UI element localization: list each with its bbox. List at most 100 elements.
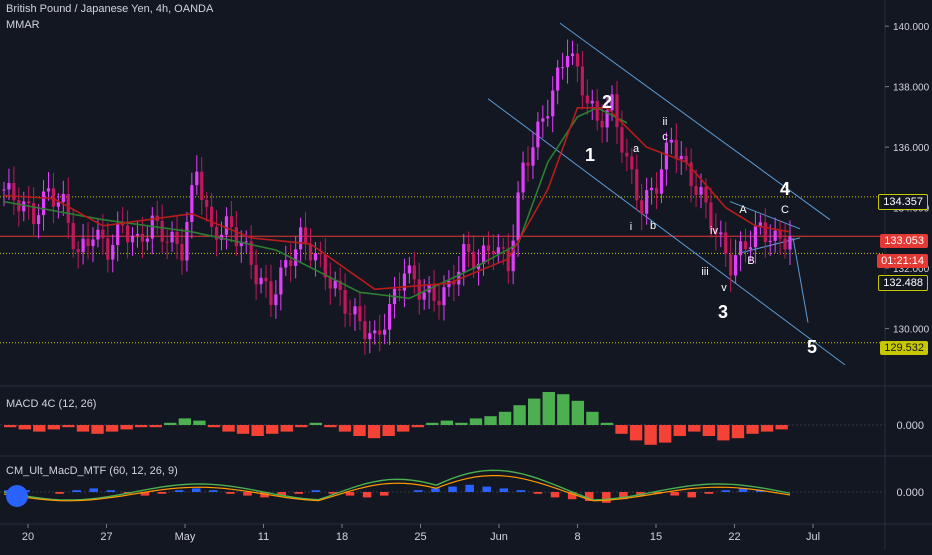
cm-histogram-bar: [379, 492, 389, 496]
macd4c-bar: [309, 422, 323, 425]
candle-body: [536, 121, 540, 148]
indicator-label: MMAR: [6, 19, 40, 31]
x-tick-label: 18: [336, 531, 348, 543]
candle-body: [368, 333, 372, 340]
candle-body: [457, 271, 461, 285]
candle-body: [595, 100, 599, 121]
candle-body: [585, 95, 589, 104]
candle-body: [210, 206, 214, 227]
candle-body: [140, 233, 145, 242]
candle-body: [724, 232, 728, 255]
candle-body: [195, 171, 199, 186]
candle-body: [556, 67, 560, 91]
candle-body: [348, 313, 352, 315]
macd4c-bar: [222, 425, 235, 432]
macd4c-bar: [353, 425, 366, 436]
candle-body: [575, 53, 580, 67]
macd4c-bar: [688, 425, 701, 432]
macd4c-bar: [557, 394, 570, 425]
candle-body: [353, 306, 357, 315]
macd4c-bar: [440, 420, 454, 425]
candle-body: [37, 215, 41, 225]
candle-body: [526, 162, 530, 166]
candle-body: [338, 280, 342, 291]
candle-body: [96, 229, 100, 240]
candle-body: [625, 152, 629, 157]
candle-body: [610, 94, 614, 111]
candle-body: [516, 192, 520, 241]
cm-histogram-bar: [157, 492, 167, 494]
price-tag-current: 133.053: [880, 234, 928, 248]
candle-body: [81, 238, 85, 253]
candle-body: [689, 162, 693, 187]
candle-body: [200, 171, 204, 200]
wave-label: 4: [780, 179, 790, 199]
macd4c-bar: [178, 418, 192, 425]
candle-body: [308, 244, 313, 261]
candle-body: [506, 248, 510, 272]
cm-histogram-bar: [345, 492, 355, 496]
wave-label: iv: [710, 225, 718, 237]
candle-body: [190, 185, 194, 223]
candle-body: [432, 284, 436, 301]
candle-body: [259, 277, 263, 285]
macd4c-bar: [629, 425, 643, 441]
candle-body: [758, 222, 762, 227]
candle-body: [402, 273, 407, 291]
candle-body: [244, 241, 248, 243]
y-tick-label: 132.000: [893, 264, 930, 275]
x-tick-label: 25: [414, 531, 426, 543]
candle-body: [521, 162, 525, 193]
wave-label: c: [662, 131, 668, 143]
candle-body: [17, 200, 21, 212]
candle-body: [570, 53, 575, 57]
macd4c-bar: [193, 420, 206, 425]
cm-signal-line: [3, 475, 791, 502]
candle-body: [22, 201, 26, 212]
macd4c-bar: [717, 425, 730, 441]
channel-line-lower: [487, 98, 846, 366]
candle-body: [32, 203, 36, 225]
cm-histogram-bar: [294, 492, 304, 494]
cm-macd-line: [3, 469, 791, 501]
candle-body: [709, 202, 713, 230]
candle-body: [669, 139, 673, 143]
wave-label: 5: [807, 337, 817, 357]
macd4c-bar: [600, 422, 614, 425]
candle-body: [229, 216, 233, 228]
cm-zero-label: 0.000: [896, 487, 924, 499]
candle-body: [274, 294, 278, 306]
candle-body: [674, 139, 678, 160]
candle-body: [397, 288, 402, 291]
macd4c-bar: [673, 425, 686, 436]
candle-body: [531, 147, 535, 166]
price-tag-lower: 129.532: [880, 341, 928, 355]
wave-label: iii: [701, 266, 708, 278]
candle-body: [600, 120, 604, 128]
candle-body: [234, 227, 238, 247]
x-tick-label: Jul: [806, 531, 820, 543]
candle-body: [437, 300, 441, 306]
candle-body: [125, 225, 130, 243]
cm-histogram-bar: [482, 486, 491, 492]
logo-icon[interactable]: [6, 485, 28, 507]
candle-body: [264, 277, 268, 282]
candle-body: [323, 254, 327, 278]
candle-body: [664, 142, 669, 170]
candle-body: [546, 116, 550, 119]
candle-body: [66, 194, 70, 223]
candle-body: [768, 240, 772, 242]
cm-histogram-bar: [226, 492, 235, 494]
cm-histogram-bar: [174, 490, 184, 492]
cm-histogram-bar: [670, 492, 679, 496]
candle-body: [224, 216, 229, 235]
candle-body: [496, 247, 500, 255]
macd4c-bar: [91, 425, 104, 434]
candle-body: [753, 226, 757, 248]
candle-body: [56, 202, 60, 207]
wave-label: 2: [602, 92, 612, 112]
candle-body: [748, 247, 753, 250]
candle-body: [699, 186, 703, 195]
